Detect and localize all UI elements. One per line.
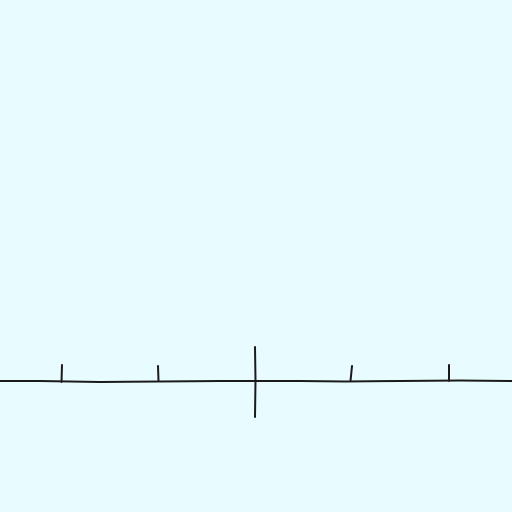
tick-mark-neg-2 <box>60 364 63 383</box>
tick-mark-neg-1 <box>157 365 160 382</box>
origin-vertical-line <box>254 346 257 418</box>
number-line <box>0 346 512 418</box>
tick-mark-pos-1 <box>349 365 353 382</box>
